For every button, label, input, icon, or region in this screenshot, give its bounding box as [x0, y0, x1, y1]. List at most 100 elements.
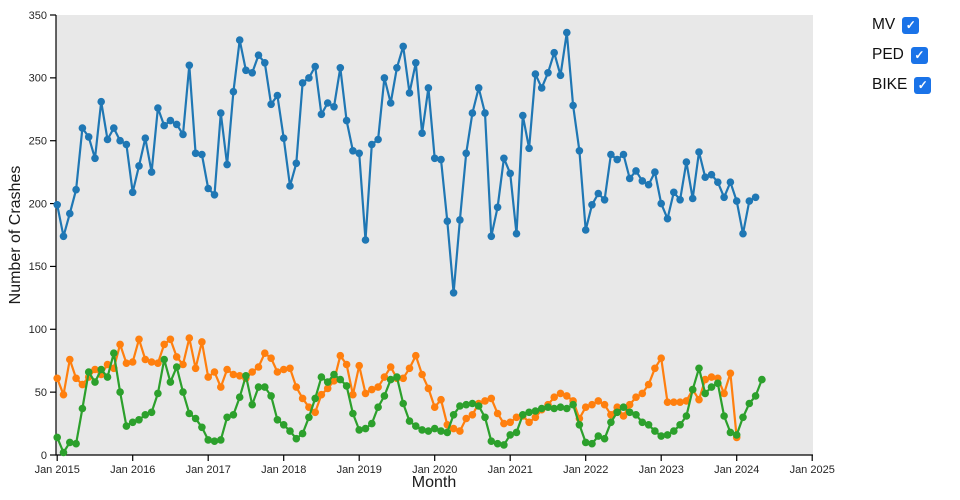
data-point-bike	[292, 434, 301, 443]
data-point-bike	[500, 441, 508, 449]
data-point-ped	[361, 389, 370, 398]
data-point-ped	[651, 364, 659, 373]
data-point-bike	[84, 368, 93, 376]
data-point-ped	[556, 389, 565, 398]
data-point-bike	[418, 426, 426, 434]
data-point-bike	[286, 427, 294, 435]
data-point-ped	[493, 409, 502, 418]
data-point-bike	[676, 421, 684, 429]
data-point-mv	[474, 84, 483, 92]
data-point-ped	[154, 359, 162, 368]
data-point-mv	[745, 197, 754, 205]
data-point-bike	[739, 413, 747, 422]
data-point-mv	[588, 201, 596, 209]
data-point-bike	[179, 388, 187, 396]
data-point-ped	[418, 370, 426, 379]
data-point-ped	[254, 363, 263, 371]
data-point-mv	[279, 134, 288, 142]
data-point-ped	[644, 380, 653, 389]
data-point-mv	[632, 167, 640, 175]
data-point-mv	[84, 133, 93, 141]
legend: MV ✓ PED ✓ BIKE ✓	[872, 16, 932, 94]
data-point-bike	[506, 431, 514, 439]
data-point-bike	[519, 411, 527, 419]
x-tick-label: Jan 2016	[110, 464, 155, 476]
data-point-bike	[688, 385, 697, 394]
data-point-bike	[110, 349, 118, 358]
data-point-mv	[594, 189, 603, 198]
data-point-ped	[430, 403, 439, 412]
legend-checkbox-mv[interactable]: ✓	[902, 16, 920, 34]
data-point-ped	[311, 408, 320, 417]
data-point-ped	[147, 358, 156, 366]
data-point-mv	[342, 116, 351, 125]
data-point-bike	[323, 378, 332, 386]
data-point-mv	[676, 196, 684, 204]
x-tick-label: Jan 2017	[186, 464, 231, 476]
data-point-ped	[657, 354, 665, 363]
data-point-ped	[128, 358, 137, 366]
data-point-bike	[613, 408, 621, 417]
data-point-ped	[594, 397, 603, 405]
data-point-bike	[663, 431, 672, 439]
legend-checkbox-ped[interactable]: ✓	[910, 46, 928, 64]
data-point-mv	[317, 110, 326, 119]
data-point-ped	[695, 395, 703, 404]
data-point-ped	[449, 424, 458, 433]
data-point-bike	[468, 399, 477, 408]
data-point-ped	[607, 411, 615, 419]
data-point-ped	[78, 380, 87, 389]
data-point-mv	[412, 59, 420, 67]
data-point-bike	[474, 402, 483, 410]
data-point-ped	[122, 359, 131, 368]
data-point-bike	[399, 399, 408, 408]
data-point-ped	[172, 353, 181, 361]
data-point-ped	[399, 374, 408, 383]
data-point-bike	[191, 414, 200, 423]
data-point-ped	[600, 400, 609, 409]
data-point-mv	[682, 158, 691, 166]
data-point-mv	[506, 169, 514, 178]
legend-checkbox-bike[interactable]: ✓	[914, 76, 932, 94]
data-point-mv	[732, 197, 741, 205]
data-point-bike	[204, 436, 212, 444]
data-point-mv	[393, 64, 401, 72]
data-point-mv	[116, 136, 124, 145]
data-point-bike	[386, 375, 395, 384]
y-axis-title: Number of Crashes	[7, 165, 24, 305]
data-point-mv	[198, 150, 206, 159]
data-point-bike	[657, 432, 665, 440]
data-point-bike	[512, 428, 521, 437]
data-point-ped	[707, 373, 716, 381]
data-point-ped	[72, 374, 80, 383]
data-point-mv	[305, 74, 313, 82]
data-point-mv	[91, 154, 99, 163]
legend-label-ped: PED	[872, 46, 904, 63]
data-point-bike	[581, 438, 590, 447]
data-point-ped	[424, 384, 433, 393]
x-tick-label: Jan 2020	[412, 464, 457, 476]
y-axis: 0 50 100 150 200 250 300 350	[29, 10, 56, 462]
data-point-mv	[154, 104, 162, 112]
x-tick-label: Jan 2015	[35, 464, 80, 476]
data-point-bike	[531, 407, 540, 415]
data-point-ped	[179, 360, 187, 369]
data-point-bike	[298, 429, 307, 438]
data-point-bike	[695, 364, 703, 373]
data-point-bike	[172, 363, 181, 371]
data-point-bike	[160, 355, 168, 364]
data-point-ped	[235, 372, 244, 380]
data-point-bike	[751, 392, 760, 400]
data-point-mv	[210, 191, 219, 199]
data-point-mv	[462, 149, 471, 158]
y-tick-label: 350	[29, 10, 47, 22]
data-point-bike	[342, 382, 351, 390]
data-point-mv	[78, 124, 87, 132]
data-point-bike	[103, 373, 112, 381]
data-point-mv	[405, 89, 414, 97]
data-point-mv	[449, 289, 458, 297]
data-point-mv	[53, 201, 61, 209]
data-point-bike	[449, 411, 458, 419]
data-point-bike	[166, 378, 175, 386]
data-point-mv	[217, 109, 225, 117]
